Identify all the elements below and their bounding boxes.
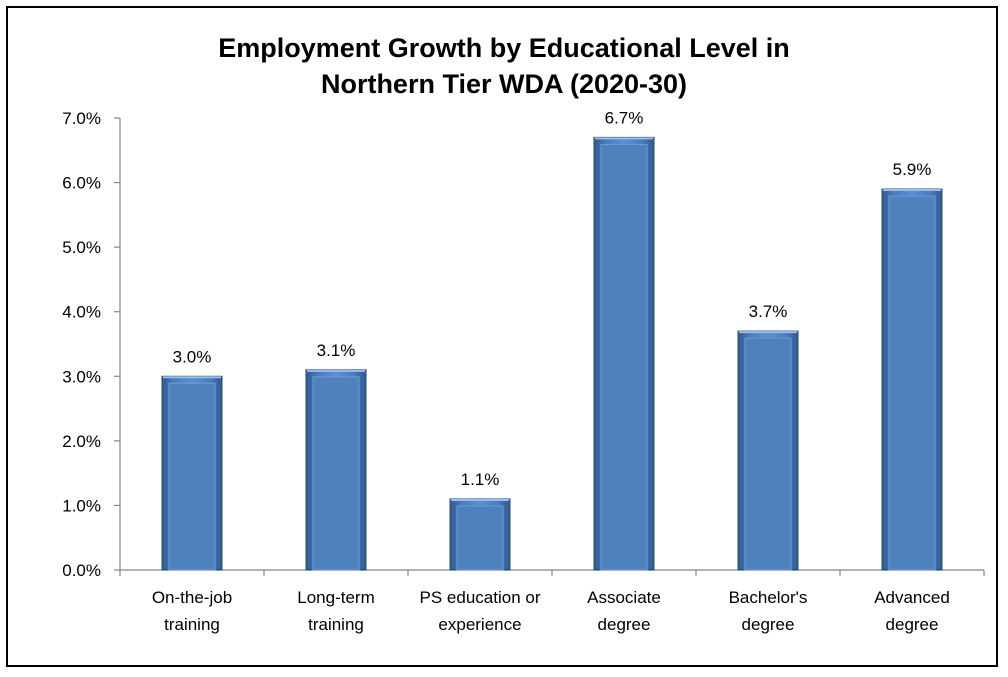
- bar-face: [456, 505, 504, 571]
- y-tick-label: 0.0%: [62, 561, 101, 580]
- x-axis: On-the-job training Long-term training PS ed…: [119, 569, 985, 634]
- bar-group: [593, 136, 655, 571]
- x-tick-label: Associate: [587, 588, 661, 607]
- y-tick-label: 6.0%: [62, 174, 101, 193]
- x-tick-label: degree: [742, 615, 795, 634]
- chart-title-line-2: Northern Tier WDA (2020-30): [320, 69, 688, 99]
- data-label: 6.7%: [605, 108, 644, 127]
- x-tick-label: degree: [598, 615, 651, 634]
- x-tick-label: Long-term: [297, 588, 374, 607]
- chart-title-line-1: Employment Growth by Educational Level i…: [218, 33, 790, 63]
- data-label: 3.0%: [173, 347, 212, 366]
- y-tick-label: 1.0%: [62, 496, 101, 515]
- x-tick-label: Bachelor's: [729, 588, 808, 607]
- bar-group: [161, 375, 223, 571]
- chart-title: Employment Growth by Educational Level i…: [0, 30, 1008, 102]
- x-tick-label: training: [164, 615, 220, 634]
- bar-group: [305, 369, 367, 571]
- data-label: 3.1%: [317, 341, 356, 360]
- y-tick-label: 2.0%: [62, 432, 101, 451]
- x-tick-label: experience: [438, 615, 521, 634]
- bar-face: [600, 143, 648, 571]
- y-tick-label: 7.0%: [62, 109, 101, 128]
- bar-face: [744, 337, 792, 571]
- bar-face: [312, 376, 360, 571]
- x-tick-label: Advanced: [874, 588, 950, 607]
- bar-face: [168, 382, 216, 571]
- x-tick-label: degree: [886, 615, 939, 634]
- y-axis: 0.0% 1.0% 2.0% 3.0% 4.0% 5.0% 6.0% 7.0%: [62, 109, 121, 580]
- data-label: 3.7%: [749, 302, 788, 321]
- x-tick-label: training: [308, 615, 364, 634]
- y-tick-label: 5.0%: [62, 238, 101, 257]
- bar-face: [888, 195, 936, 571]
- x-tick-label: PS education or: [420, 588, 541, 607]
- bars: 3.0% 3.1% 1.1% 6.7% 3.7% 5.9%: [161, 108, 943, 571]
- bar-group: [449, 498, 511, 571]
- bar-group: [881, 188, 943, 571]
- y-tick-label: 4.0%: [62, 303, 101, 322]
- x-tick-label: On-the-job: [152, 588, 232, 607]
- y-tick-label: 3.0%: [62, 367, 101, 386]
- data-label: 5.9%: [893, 160, 932, 179]
- bar-group: [737, 330, 799, 571]
- data-label: 1.1%: [461, 470, 500, 489]
